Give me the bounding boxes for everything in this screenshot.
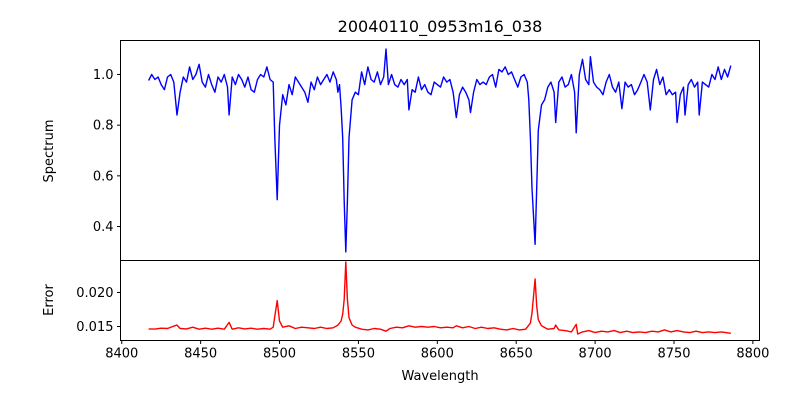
error-axes: 0.015 0.020 8400 8450 8500 8550 8600 8650 8700 8… xyxy=(42,260,769,384)
x-tick-label: 8500 xyxy=(263,347,296,362)
spectrum-frame xyxy=(120,40,760,261)
error-frame xyxy=(120,260,760,341)
spectrum-y-tick-label: 1.0 xyxy=(93,68,114,83)
x-tick-label: 8800 xyxy=(736,347,769,362)
error-y-tick-label: 0.015 xyxy=(76,320,113,335)
error-y-label: Error xyxy=(42,284,57,316)
x-tick-label: 8550 xyxy=(342,347,375,362)
error-line xyxy=(148,261,731,335)
x-tick-label: 8650 xyxy=(500,347,533,362)
error-y-tick-label: 0.020 xyxy=(76,286,113,301)
x-tick-label: 8400 xyxy=(105,347,138,362)
spectrum-line xyxy=(147,48,732,253)
x-tick-label: 8450 xyxy=(184,347,217,362)
x-tick-label: 8750 xyxy=(657,347,690,362)
spectrum-axes: 0.4 0.6 0.8 1.0 Spectrum xyxy=(42,40,760,261)
spectrum-y-tick-label: 0.8 xyxy=(93,119,114,134)
spectrum-y-label: Spectrum xyxy=(42,120,57,183)
x-tick-label: 8700 xyxy=(579,347,612,362)
spectrum-y-tick-label: 0.6 xyxy=(93,169,114,184)
chart-title: 20040110_0953m16_038 xyxy=(338,17,543,37)
x-tick-label: 8600 xyxy=(421,347,454,362)
x-axis-label: Wavelength xyxy=(401,369,478,384)
spectrum-y-tick-label: 0.4 xyxy=(93,220,114,235)
